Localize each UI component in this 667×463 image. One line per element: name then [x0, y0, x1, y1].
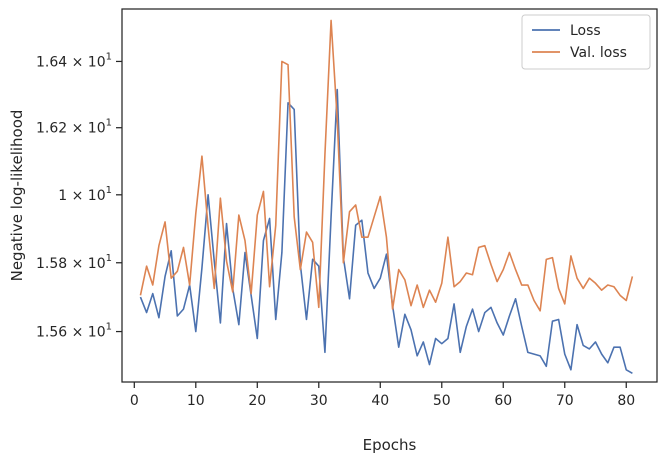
- y-tick-label: 1.58 × 101: [36, 253, 112, 272]
- x-tick-label: 10: [187, 393, 205, 409]
- y-axis-label: Negative log-likelihood: [8, 110, 26, 282]
- legend-box: [521, 14, 651, 70]
- x-tick-label: 0: [130, 393, 139, 409]
- y-tick-base: 10: [88, 325, 106, 341]
- x-axis-label: Epochs: [363, 436, 417, 454]
- y-tick-mantissa: 1 ×: [58, 188, 88, 204]
- y-tick-base: 10: [88, 188, 106, 204]
- plot-frame: [121, 8, 658, 383]
- legend-label: Loss: [570, 23, 601, 39]
- series-layer: [139, 19, 634, 374]
- y-tick-mantissa: 1.64 ×: [36, 54, 88, 70]
- y-tick-mantissa: 1.58 ×: [36, 256, 88, 272]
- y-tick-exponent: 1: [106, 51, 112, 62]
- y-tick-label: 1.56 × 101: [36, 322, 112, 341]
- legend-label: Val. loss: [570, 45, 627, 61]
- y-tick-label: 1.64 × 101: [36, 51, 112, 70]
- series-line-val-loss: [139, 19, 634, 312]
- plot-area: [121, 8, 658, 383]
- x-tick-label: 20: [248, 393, 266, 409]
- y-tick-exponent: 1: [106, 253, 112, 264]
- y-tick-label: 1 × 101: [58, 185, 112, 204]
- x-tick-label: 40: [371, 393, 389, 409]
- series-line-loss: [139, 88, 633, 374]
- legend: Loss Val. loss: [521, 14, 651, 70]
- y-tick-exponent: 1: [106, 322, 112, 333]
- x-tick-label: 30: [310, 393, 328, 409]
- y-tick-label: 1.62 × 101: [36, 118, 112, 137]
- x-axis: 0 10 20 30 40 50 60 70 80: [130, 382, 635, 409]
- y-tick-exponent: 1: [106, 185, 112, 196]
- x-tick-label: 70: [556, 393, 574, 409]
- y-tick-base: 10: [88, 121, 106, 137]
- x-tick-label: 80: [617, 393, 635, 409]
- x-tick-label: 50: [433, 393, 451, 409]
- x-tick-label: 60: [494, 393, 512, 409]
- y-tick-mantissa: 1.56 ×: [36, 325, 88, 341]
- y-tick-mantissa: 1.62 ×: [36, 121, 88, 137]
- y-tick-base: 10: [88, 256, 106, 272]
- y-tick-base: 10: [88, 54, 106, 70]
- y-tick-exponent: 1: [106, 118, 112, 129]
